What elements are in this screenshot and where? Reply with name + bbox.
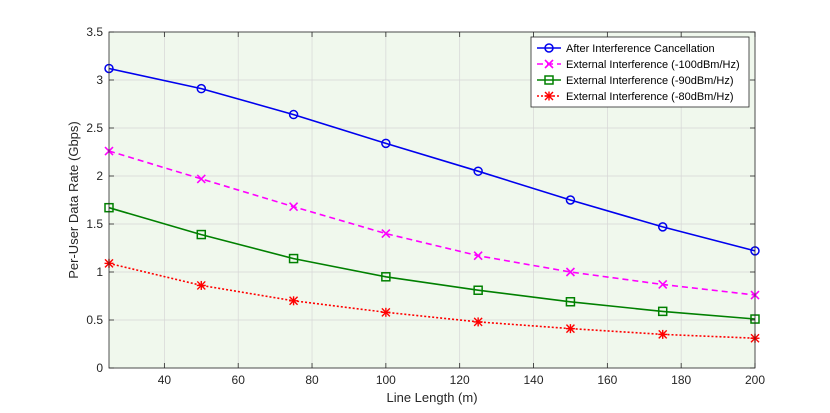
series-group [104, 63, 760, 343]
data-point [196, 280, 206, 290]
data-point [196, 174, 206, 184]
x-tick-label: 40 [158, 373, 172, 387]
marker-stroke [381, 229, 391, 239]
legend-box [530, 36, 750, 108]
legend-item: External Interference (-100dBm/Hz) [537, 59, 740, 71]
plot-frame [108, 31, 756, 369]
data-point [657, 222, 668, 232]
marker-stroke [544, 59, 554, 69]
data-point [289, 202, 299, 212]
y-tick-label: 2.5 [86, 121, 103, 135]
legend-marker [544, 75, 554, 85]
data-point [473, 285, 483, 295]
legend-label: External Interference (-80dBm/Hz) [566, 91, 734, 103]
x-tick-label: 100 [376, 373, 396, 387]
y-tick-label: 0 [96, 361, 103, 375]
legend: After Interference Cancellation External … [530, 36, 750, 108]
y-tick-label: 1.5 [86, 217, 103, 231]
y-tick-label: 0.5 [86, 313, 103, 327]
data-point [288, 253, 299, 264]
series-line [108, 206, 756, 320]
legend-label: After Interference Cancellation [566, 43, 715, 55]
legend-item: External Interference (-80dBm/Hz) [537, 91, 734, 103]
x-tick-label: 180 [671, 373, 691, 387]
marker-stroke [289, 202, 299, 212]
series-line [108, 150, 756, 296]
x-tick-label: 60 [232, 373, 246, 387]
x-tick-label: 140 [523, 373, 543, 387]
legend-marker [544, 91, 554, 101]
legend-item: After Interference Cancellation [537, 43, 715, 55]
legend-marker [544, 59, 554, 69]
data-point [473, 317, 483, 327]
data-point [473, 251, 483, 261]
data-point [196, 83, 207, 94]
marker-stroke [473, 251, 483, 261]
x-axis-label: Line Length (m) [386, 390, 477, 405]
data-point [381, 229, 391, 239]
x-tick-label: 160 [597, 373, 617, 387]
data-point [381, 307, 391, 317]
legend-label: External Interference (-100dBm/Hz) [566, 59, 740, 71]
data-point [565, 195, 576, 205]
series-4 [104, 258, 760, 343]
legend-item: External Interference (-90dBm/Hz) [537, 75, 734, 87]
data-point [658, 279, 668, 290]
data-point [381, 272, 391, 282]
marker-stroke [658, 279, 668, 290]
y-tick-label: 3 [96, 73, 103, 87]
y-axis-label: Per-User Data Rate (Gbps) [66, 121, 81, 279]
y-tick-label: 3.5 [86, 25, 103, 39]
data-point [289, 296, 299, 306]
y-tick-label: 1 [96, 265, 103, 279]
data-point [473, 166, 483, 176]
y-tick-label: 2 [96, 169, 103, 183]
marker-stroke [565, 267, 575, 277]
data-point [565, 324, 575, 334]
x-tick-label: 120 [450, 373, 470, 387]
legend-marker [544, 43, 554, 53]
marker-stroke [196, 174, 206, 184]
data-point [288, 109, 299, 120]
data-point [381, 138, 391, 149]
series-line [108, 67, 756, 252]
axis-ticks: 40 60 80 100 120 140 160 180 200 0 0.5 1 1.5 2 2.5 3 3.5 [86, 25, 765, 387]
data-point [658, 329, 668, 339]
data-point [565, 297, 576, 307]
data-point [657, 306, 668, 317]
data-point [196, 229, 207, 240]
x-tick-label: 200 [745, 373, 765, 387]
legend-label: External Interference (-90dBm/Hz) [566, 75, 734, 87]
data-point [565, 267, 575, 277]
x-tick-label: 80 [305, 373, 319, 387]
